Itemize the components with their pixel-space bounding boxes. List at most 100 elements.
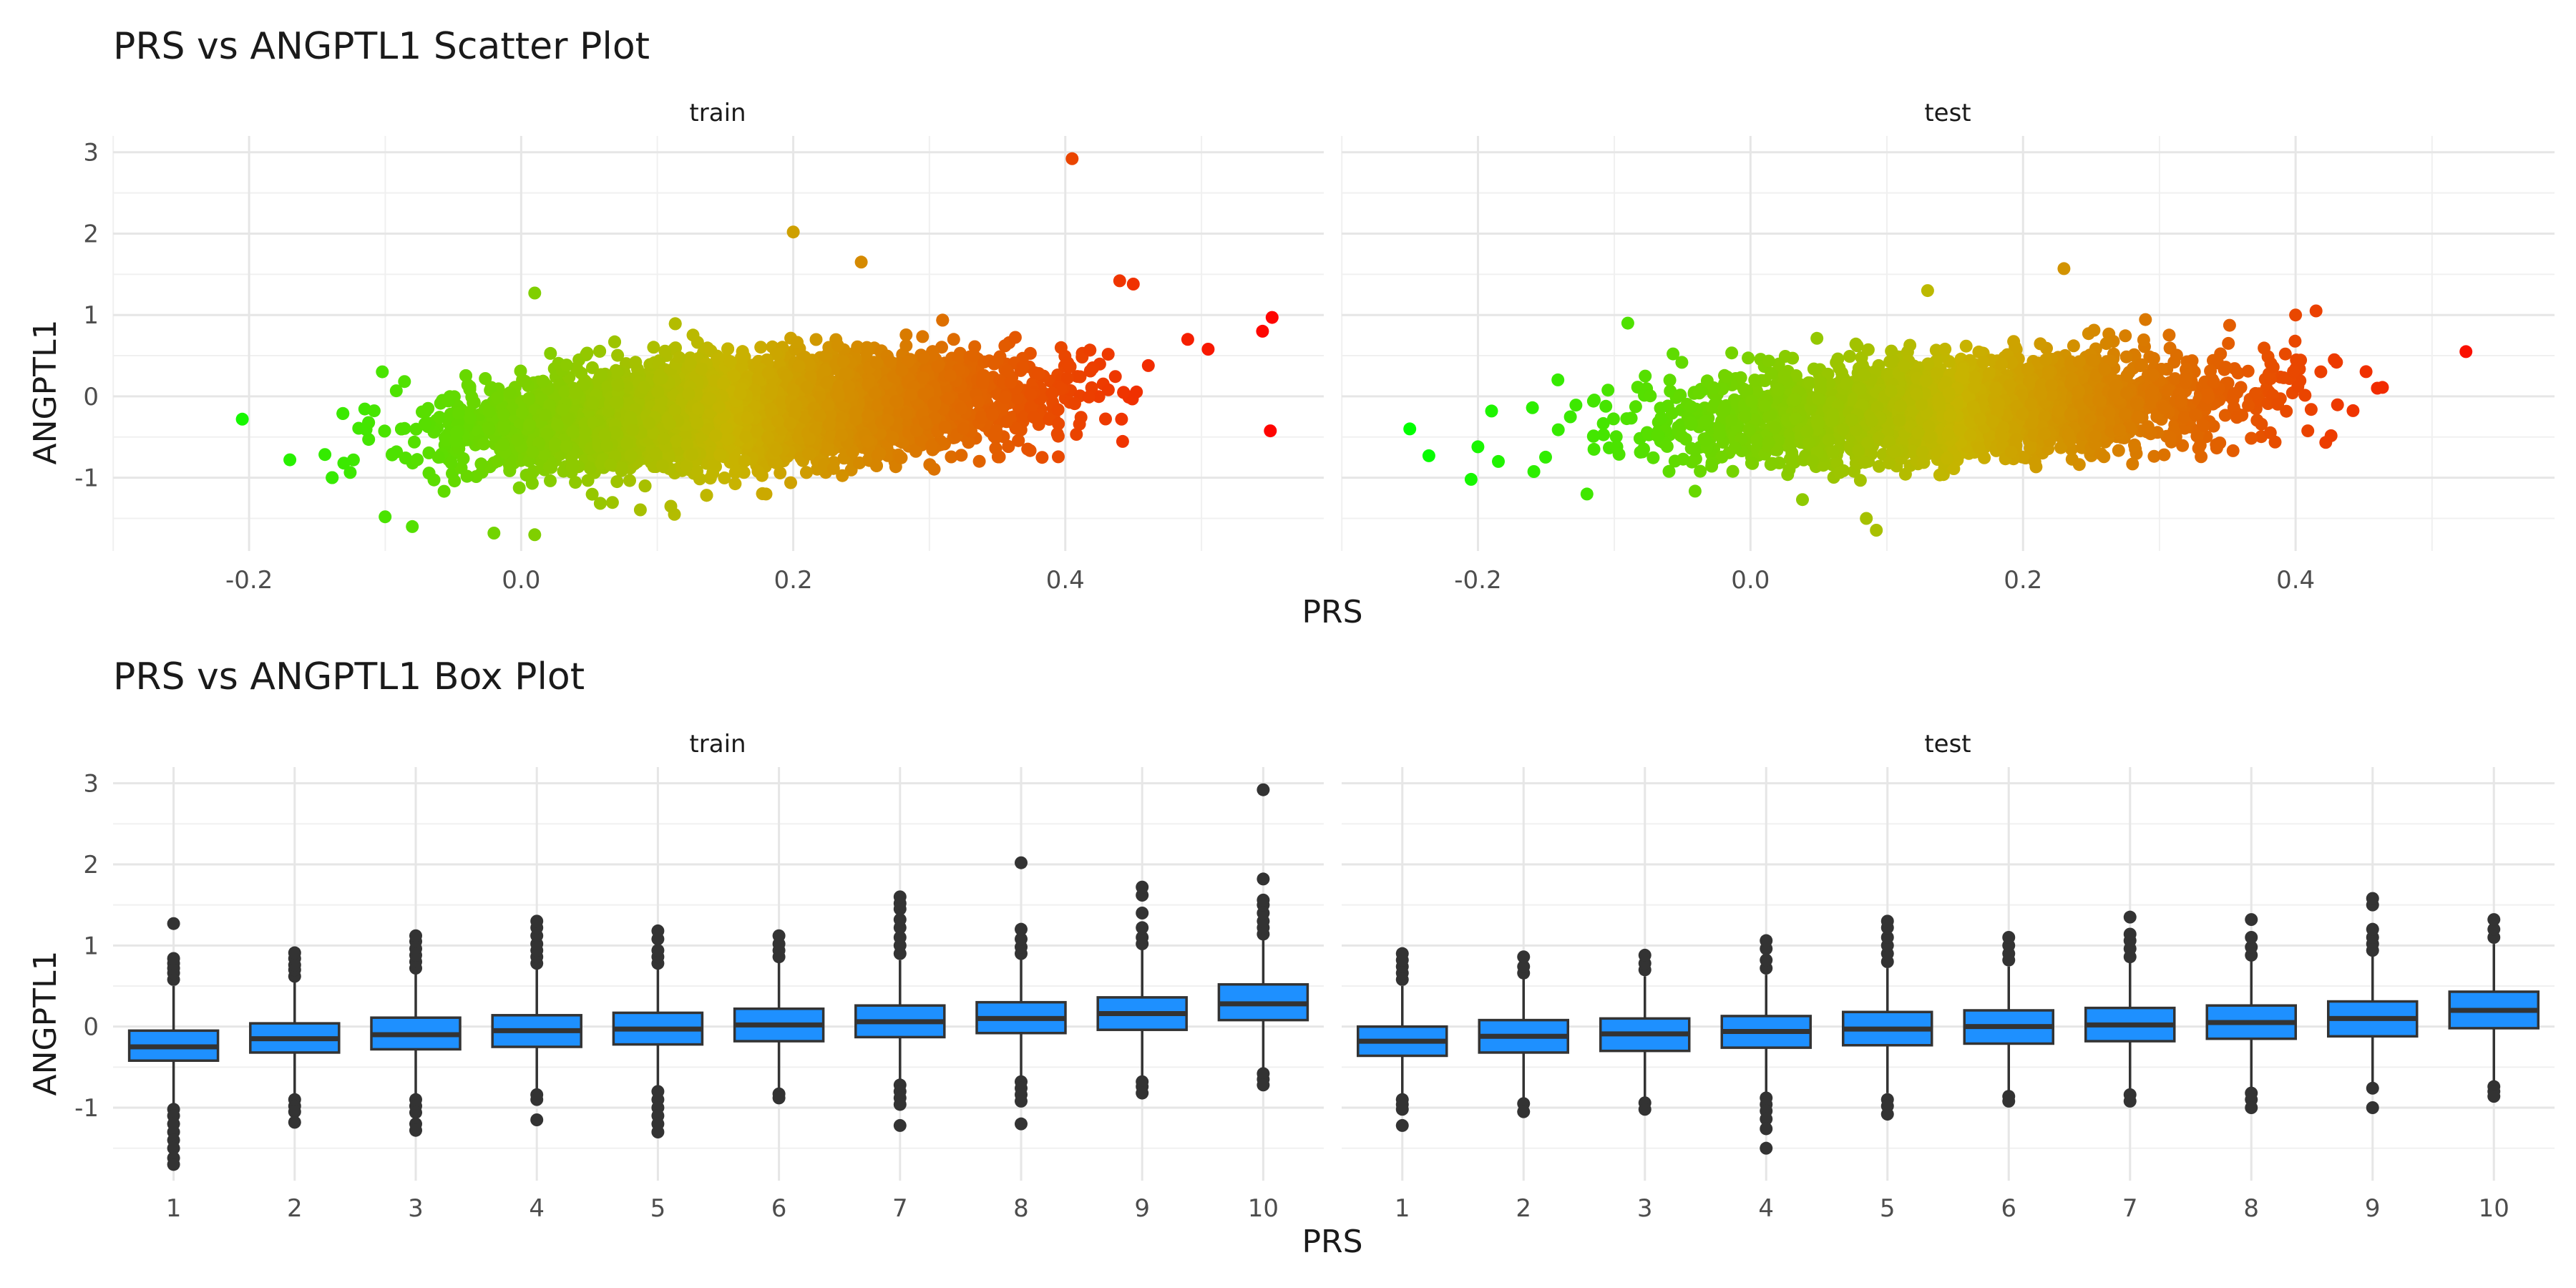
scatter-point [482, 405, 496, 418]
scatter-point [624, 449, 638, 462]
scatter-point [585, 361, 599, 374]
scatter-point [464, 411, 477, 425]
scatter-point [580, 346, 594, 360]
scatter-point [774, 466, 787, 479]
scatter-point [706, 467, 720, 479]
scatter-points [235, 152, 2473, 542]
scatter-point [318, 448, 332, 462]
scatter-point [1116, 434, 1129, 448]
scatter-point [909, 444, 922, 458]
scatter-point [1083, 343, 1097, 357]
scatter-point [1002, 440, 1015, 453]
scatter-point [362, 416, 376, 429]
scatter-point [791, 336, 804, 349]
scatter-point [998, 339, 1012, 353]
scatter-point [1101, 348, 1115, 361]
scatter-point [821, 443, 834, 457]
scatter-point [952, 351, 965, 365]
scatter-point [395, 422, 408, 436]
scatter-point [523, 418, 537, 431]
scatter-point [398, 375, 411, 389]
scatter-point [784, 476, 797, 489]
scatter-point [512, 481, 526, 494]
scatter-point [444, 456, 458, 469]
scatter-point [399, 452, 412, 465]
scatter-point [967, 348, 980, 362]
scatter-point [1083, 364, 1097, 378]
scatter-point [1115, 412, 1128, 426]
scatter-point [1000, 415, 1013, 429]
scatter-point [389, 384, 403, 398]
scatter-point [947, 333, 960, 346]
scatter-point [623, 474, 636, 487]
scatter-point [566, 425, 580, 438]
scatter-point [460, 469, 474, 483]
scatter-point [721, 342, 735, 356]
scatter-point [544, 474, 557, 487]
scatter-point [1023, 444, 1037, 457]
scatter-point [695, 362, 708, 376]
scatter-point [482, 422, 496, 436]
scatter-point [1070, 370, 1084, 384]
scatter-point [826, 462, 840, 475]
scatter-point [469, 470, 483, 483]
scatter-point [422, 446, 436, 459]
scatter-point [851, 340, 864, 353]
scatter-point [1035, 451, 1049, 464]
scatter-point [600, 439, 613, 453]
scatter-point [703, 447, 717, 460]
scatter-point [1099, 412, 1112, 426]
scatter-point [658, 344, 672, 358]
scatter-point [691, 464, 703, 478]
scatter-strip-train: train [689, 99, 746, 127]
scatter-point [491, 454, 504, 468]
scatter-point [540, 427, 554, 441]
scatter-point [503, 464, 517, 477]
scatter-point [1092, 390, 1106, 404]
scatter-point [1051, 403, 1065, 416]
scatter-point [860, 341, 874, 354]
scatter-point [418, 417, 431, 431]
scatter-point [408, 435, 421, 449]
scatter-point [367, 404, 381, 418]
scatter-point [728, 466, 742, 479]
scatter-point [638, 479, 652, 493]
scatter-point [1012, 434, 1025, 447]
scatter-point [957, 422, 970, 436]
scatter-point [1060, 371, 1074, 385]
scatter-point [633, 503, 647, 517]
scatter-point [669, 341, 682, 355]
scatter-point [565, 460, 579, 474]
scatter-point [587, 416, 600, 429]
scatter-point [386, 448, 399, 462]
scatter-point [362, 433, 376, 447]
scatter-point [419, 405, 432, 419]
scatter-point [1050, 427, 1064, 441]
scatter-strip-test: test [1924, 99, 1971, 127]
scatter-point [819, 364, 832, 377]
scatter-point [1082, 390, 1096, 404]
scatter-point [1264, 424, 1277, 438]
scatter-point [577, 378, 590, 391]
scatter-point [503, 386, 517, 399]
scatter-point [1052, 450, 1065, 464]
scatter-point [497, 438, 510, 452]
scatter-point [1009, 421, 1023, 435]
scatter-point [831, 338, 844, 352]
scatter-point [769, 347, 783, 361]
scatter-point [605, 496, 619, 509]
scatter-point [846, 445, 859, 459]
scatter-point [1010, 391, 1024, 405]
scatter-point [925, 439, 938, 452]
scatter-point [800, 466, 813, 479]
scatter-point [800, 381, 814, 394]
scatter-point [1117, 386, 1131, 399]
scatter-point [525, 477, 539, 490]
scatter-point [853, 456, 867, 469]
scatter-point [461, 379, 474, 392]
scatter-point [1070, 428, 1083, 441]
scatter-point [1101, 383, 1115, 396]
scatter-point [422, 467, 436, 480]
